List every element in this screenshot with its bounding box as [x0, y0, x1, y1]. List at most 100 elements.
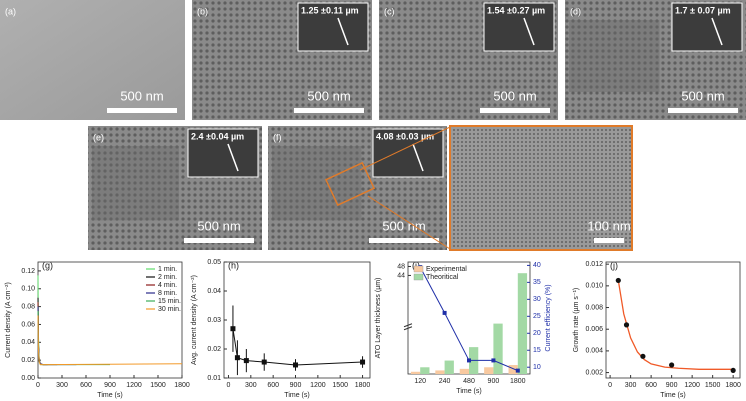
legend-label: 15 min.: [158, 298, 181, 305]
inset-label: 1.7 ± 0.07 µm: [675, 5, 731, 15]
thickness-arrow: [412, 143, 424, 172]
thickness-arrow: [337, 17, 349, 46]
y-tick-label: 0.008: [585, 304, 603, 311]
x-tick-label: 1200: [310, 382, 326, 389]
y-tick-label: 0.10: [21, 286, 35, 293]
legend-label: Experimental: [426, 266, 467, 273]
x-axis-label: Time (s): [660, 392, 685, 399]
thickness-arrow: [523, 17, 535, 46]
y2-tick-label: 25: [533, 313, 541, 320]
legend-label: 8 min.: [158, 290, 177, 297]
bar: [508, 365, 518, 374]
bar: [435, 370, 445, 374]
y-tick-label: 0.012: [585, 261, 603, 268]
sem-image: [0, 0, 185, 120]
x-tick-label: 1500: [150, 382, 166, 389]
x-tick-label: 0: [36, 382, 40, 389]
y-axis-label: ATO Layer thickness (µm): [375, 278, 382, 359]
x-tick-label: 600: [80, 382, 92, 389]
data-point: [360, 359, 366, 365]
panel-label: (d): [570, 6, 581, 16]
sem-texture: [569, 20, 660, 92]
x-tick-label: 0: [227, 382, 231, 389]
panel-label: (b): [197, 6, 208, 16]
sem-texture: [272, 146, 362, 221]
fit-line: [617, 280, 734, 370]
legend-swatch: [413, 265, 424, 273]
y-axis-label: Current density (A cm⁻²): [5, 282, 12, 358]
x-tick-label: 600: [267, 382, 279, 389]
x-tick-label: 300: [625, 382, 637, 389]
x-tick-label: 300: [245, 382, 257, 389]
x-axis-label: Time (s): [284, 392, 309, 399]
x-axis-label: Time (s): [456, 388, 481, 395]
bar: [420, 367, 430, 374]
data-point: [442, 310, 447, 315]
x-tick-label: 1800: [725, 382, 741, 389]
legend-swatch: [413, 273, 424, 281]
scale-label: 500 nm: [493, 88, 536, 103]
thickness-arrow: [711, 17, 723, 46]
scale-label: 500 nm: [382, 218, 425, 233]
inset-label: 2.4 ±0.04 µm: [191, 131, 244, 141]
inset-image: [372, 128, 444, 178]
x-tick-label: 1500: [332, 382, 348, 389]
y-tick-label: 0.006: [585, 326, 603, 333]
panel-label: (i): [412, 260, 420, 270]
scale-bar: [294, 108, 364, 113]
scale-bar: [480, 108, 550, 113]
scale-label: 500 nm: [197, 218, 240, 233]
panel-label: (h): [228, 260, 239, 270]
plot-frame: [605, 261, 741, 379]
x-tick-label: 1500: [705, 382, 721, 389]
sem-image: [449, 125, 633, 251]
legend-label: 30 min.: [158, 306, 181, 313]
x-tick-label: 1800: [510, 378, 526, 385]
panel-label: (a): [5, 6, 16, 16]
y-axis-label: Growth rate (µm s⁻¹): [573, 288, 580, 353]
panel-label: (c): [384, 6, 395, 16]
inset-label: 1.54 ±0.27 µm: [487, 5, 545, 15]
y2-tick-label: 35: [533, 279, 541, 286]
y-tick-label: 0.08: [21, 303, 35, 310]
scale-label: 500 nm: [681, 88, 724, 103]
legend-label: Theoritical: [426, 274, 459, 281]
data-line: [37, 306, 77, 366]
data-point: [640, 353, 646, 359]
sem-texture: [92, 146, 179, 221]
scale-bar: [369, 238, 439, 243]
panel-label: (f): [273, 132, 282, 142]
scale-bar: [184, 238, 254, 243]
y-tick-label: 0.04: [21, 339, 35, 346]
panel-label: (g): [42, 260, 53, 270]
y-tick-label: 0.03: [207, 317, 221, 324]
x-tick-label: 0: [608, 382, 612, 389]
y-tick-label: 0.06: [21, 321, 35, 328]
panel-label: (e): [93, 132, 104, 142]
inset-image: [187, 128, 259, 178]
x-tick-label: 1200: [684, 382, 700, 389]
scale-bar: [107, 108, 177, 113]
x-tick-label: 300: [56, 382, 68, 389]
y-tick-label: 0.00: [21, 375, 35, 382]
y-tick-label: 0.12: [21, 268, 35, 275]
zoom-box: [324, 161, 376, 207]
data-line: [232, 328, 363, 366]
inset-image: [297, 2, 369, 52]
x-tick-label: 1200: [126, 382, 142, 389]
x-tick-label: 480: [463, 378, 475, 385]
x-tick-label: 900: [666, 382, 678, 389]
data-point: [623, 322, 630, 328]
axis-break: [403, 323, 413, 331]
y-tick-label: 0.010: [585, 283, 603, 290]
bar: [484, 367, 494, 374]
data-line: [37, 302, 58, 366]
scale-label: 500 nm: [307, 88, 350, 103]
data-line: [37, 297, 48, 366]
data-line: [37, 315, 183, 366]
scale-label: 100 nm: [587, 218, 630, 233]
y-tick-label: 48: [397, 263, 405, 270]
x-tick-label: 240: [439, 378, 451, 385]
y2-tick-label: 10: [533, 364, 541, 371]
